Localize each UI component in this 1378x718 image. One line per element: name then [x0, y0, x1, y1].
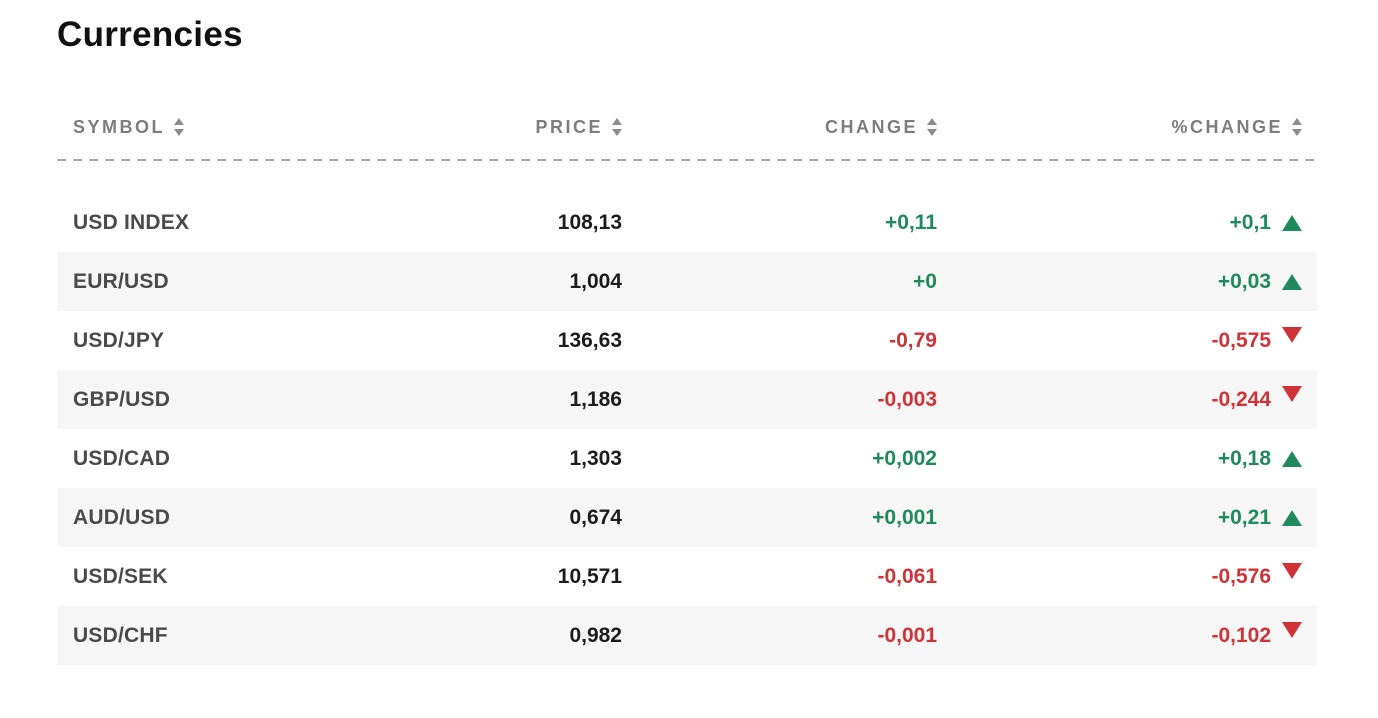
sort-down-arrow-icon [1292, 129, 1302, 136]
column-header-pct-change-label: %CHANGE [1171, 116, 1283, 137]
page-title: Currencies [57, 15, 243, 54]
change-cell: +0,11 [885, 210, 937, 234]
sort-up-arrow-icon [612, 118, 622, 125]
change-cell: -0,003 [877, 387, 937, 411]
symbol-cell: USD/SEK [73, 564, 168, 588]
down-triangle-icon [1282, 385, 1302, 402]
down-triangle-icon [1282, 326, 1302, 343]
column-header-change[interactable]: CHANGE [622, 117, 937, 138]
symbol-cell: USD INDEX [73, 210, 190, 234]
column-header-change-label: CHANGE [824, 116, 918, 137]
pct-change-cell: -0,102 [937, 621, 1302, 648]
up-triangle-icon [1282, 450, 1302, 467]
up-triangle-icon [1282, 509, 1302, 526]
pct-change-cell: +0,21 [937, 506, 1302, 530]
column-header-price-label: PRICE [535, 116, 603, 137]
price-cell: 0,674 [569, 505, 622, 529]
table-row[interactable]: USD INDEX 108,13 +0,11 +0,1 [57, 193, 1317, 252]
table-row[interactable]: USD/CHF 0,982 -0,001 -0,102 [57, 606, 1317, 665]
down-triangle-icon [1282, 562, 1302, 579]
price-cell: 1,186 [569, 387, 622, 411]
change-cell: +0,001 [872, 505, 937, 529]
pct-change-cell: +0,18 [937, 447, 1302, 471]
symbol-cell: EUR/USD [73, 269, 169, 293]
table-header-row: SYMBOL PRICE CHANGE %CHANGE [57, 112, 1317, 142]
symbol-cell: USD/CAD [73, 446, 171, 470]
header-divider [57, 159, 1317, 161]
sort-down-arrow-icon [927, 129, 937, 136]
change-cell: +0 [913, 269, 937, 293]
sort-down-arrow-icon [612, 129, 622, 136]
pct-change-value: +0,21 [1217, 505, 1271, 529]
table-row[interactable]: USD/CAD 1,303 +0,002 +0,18 [57, 429, 1317, 488]
change-cell: -0,001 [877, 623, 937, 647]
price-cell: 136,63 [557, 328, 622, 352]
table-row[interactable]: AUD/USD 0,674 +0,001 +0,21 [57, 488, 1317, 547]
price-cell: 10,571 [557, 564, 622, 588]
column-header-symbol-label: SYMBOL [73, 116, 166, 137]
pct-change-cell: -0,576 [937, 562, 1302, 589]
pct-change-value: +0,18 [1217, 446, 1271, 470]
down-triangle-icon [1282, 621, 1302, 638]
pct-change-value: -0,576 [1211, 564, 1271, 588]
pct-change-value: +0,1 [1229, 210, 1271, 234]
price-cell: 108,13 [557, 210, 622, 234]
sort-up-arrow-icon [174, 118, 185, 125]
sort-icon[interactable] [927, 118, 937, 136]
sort-down-arrow-icon [174, 129, 185, 136]
change-cell: -0,061 [877, 564, 937, 588]
sort-icon[interactable] [174, 118, 185, 136]
sort-up-arrow-icon [927, 118, 937, 125]
price-cell: 1,303 [569, 446, 622, 470]
change-cell: -0,79 [889, 328, 937, 352]
pct-change-value: -0,102 [1211, 623, 1271, 647]
up-triangle-icon [1282, 214, 1302, 231]
symbol-cell: AUD/USD [73, 505, 171, 529]
pct-change-cell: -0,244 [937, 385, 1302, 412]
sort-up-arrow-icon [1292, 118, 1302, 125]
table-row[interactable]: GBP/USD 1,186 -0,003 -0,244 [57, 370, 1317, 429]
pct-change-cell: -0,575 [937, 326, 1302, 353]
sort-icon[interactable] [612, 118, 622, 136]
sort-icon[interactable] [1292, 118, 1302, 136]
pct-change-cell: +0,03 [937, 270, 1302, 294]
pct-change-cell: +0,1 [937, 211, 1302, 235]
symbol-cell: USD/CHF [73, 623, 168, 647]
table-row[interactable]: USD/SEK 10,571 -0,061 -0,576 [57, 547, 1317, 606]
column-header-pct-change[interactable]: %CHANGE [937, 117, 1302, 138]
up-triangle-icon [1282, 273, 1302, 290]
pct-change-value: -0,244 [1211, 387, 1271, 411]
symbol-cell: GBP/USD [73, 387, 171, 411]
change-cell: +0,002 [872, 446, 937, 470]
column-header-symbol[interactable]: SYMBOL [57, 117, 377, 138]
currencies-table: SYMBOL PRICE CHANGE %CHANGE USD INDEX 108… [57, 112, 1317, 665]
pct-change-value: -0,575 [1211, 328, 1271, 352]
price-cell: 0,982 [569, 623, 622, 647]
column-header-price[interactable]: PRICE [377, 117, 622, 138]
table-body: USD INDEX 108,13 +0,11 +0,1 EUR/USD 1,004 +0 +0… [57, 193, 1317, 665]
symbol-cell: USD/JPY [73, 328, 165, 352]
table-row[interactable]: EUR/USD 1,004 +0 +0,03 [57, 252, 1317, 311]
table-row[interactable]: USD/JPY 136,63 -0,79 -0,575 [57, 311, 1317, 370]
pct-change-value: +0,03 [1217, 269, 1271, 293]
price-cell: 1,004 [569, 269, 622, 293]
